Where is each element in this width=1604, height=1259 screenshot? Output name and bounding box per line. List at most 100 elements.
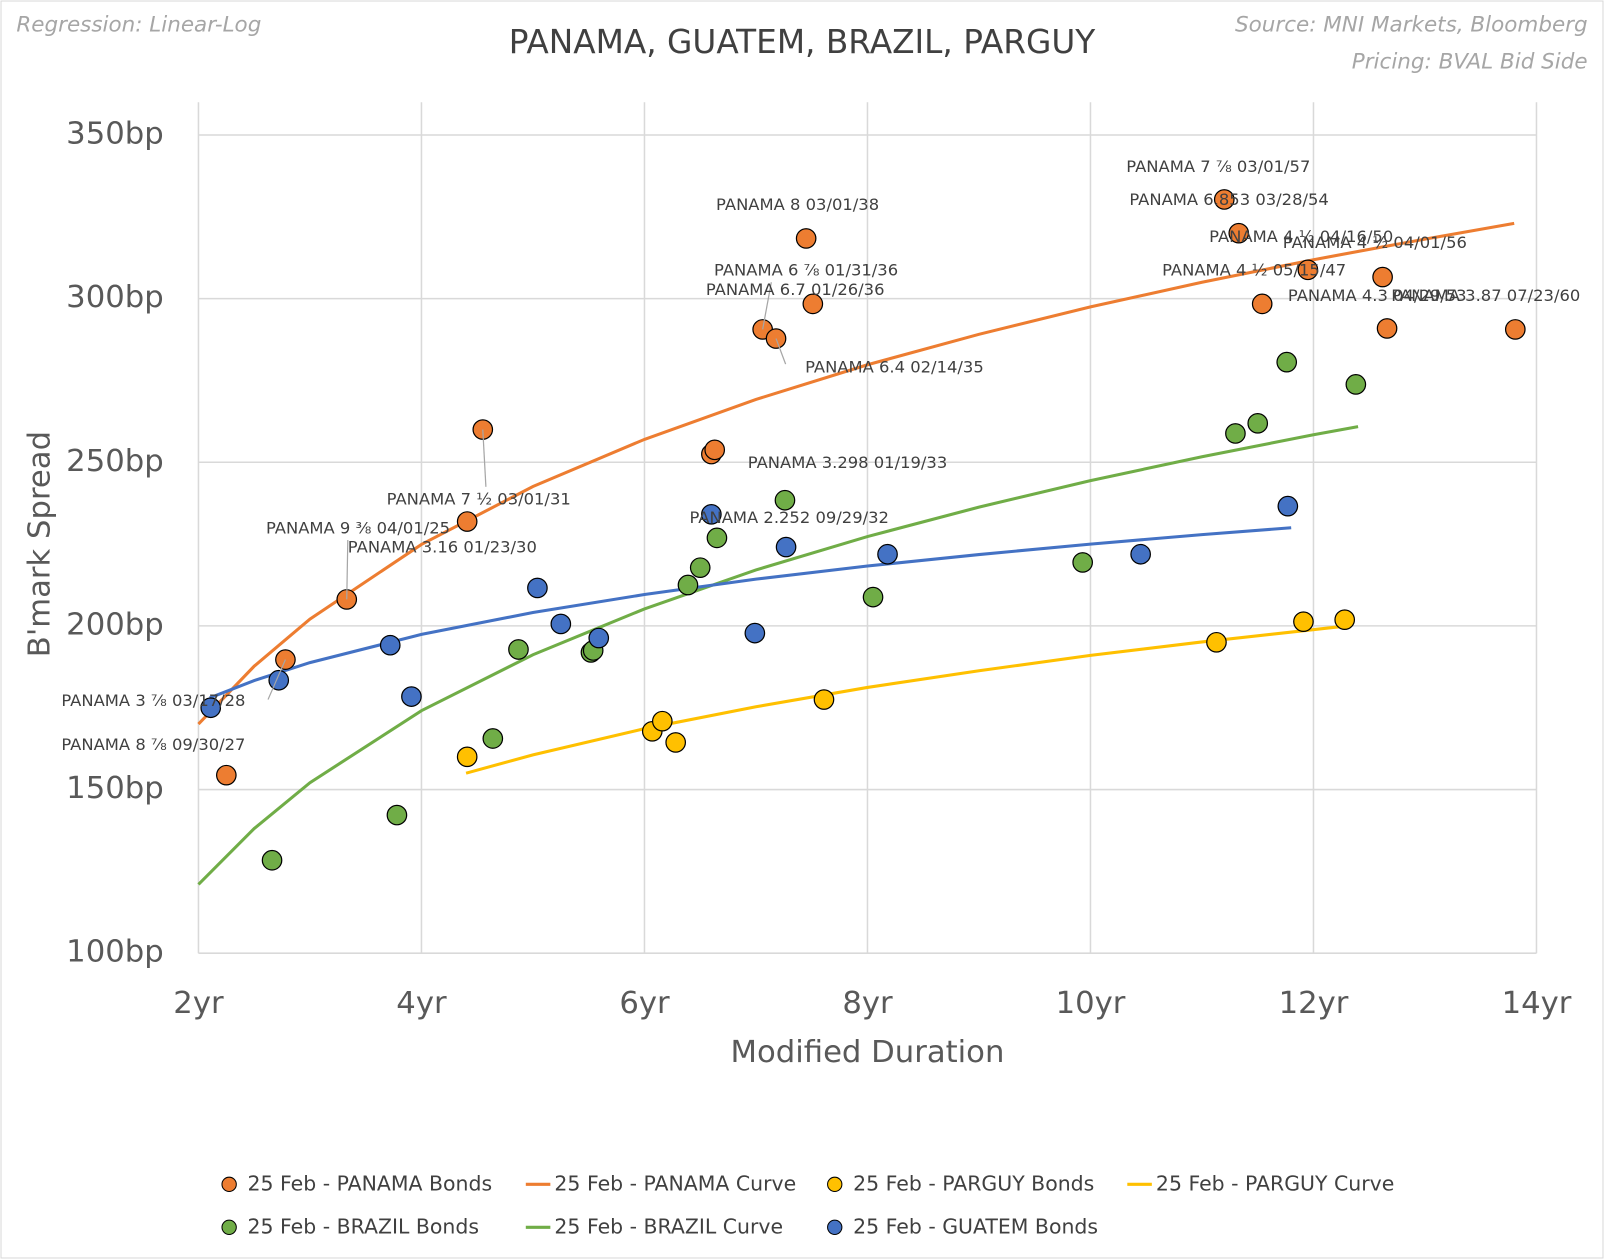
y-tick-label: 100bp	[66, 935, 163, 970]
point-label: PANAMA 7 ½ 03/01/31	[387, 490, 571, 509]
point	[456, 511, 478, 532]
x-axis-title: Modified Duration	[731, 1035, 1005, 1070]
legend-marker	[221, 1176, 237, 1193]
legend-marker	[827, 1176, 843, 1193]
leader-line	[762, 282, 772, 330]
point	[456, 746, 478, 768]
point-label: PANAMA 3.87 07/23/60	[1391, 286, 1580, 305]
point	[802, 293, 824, 315]
point	[386, 804, 408, 826]
x-tick-label: 6yr	[619, 986, 670, 1021]
point-label: PANAMA 6.7 01/26/36	[706, 280, 885, 299]
point	[677, 574, 699, 596]
point	[1372, 266, 1393, 288]
x-tick-label: 10yr	[1056, 986, 1126, 1021]
legend-marker	[827, 1219, 843, 1235]
point	[1247, 413, 1269, 434]
point-label: PANAMA 4 ½ 04/01/56	[1283, 233, 1467, 252]
point-label: PANAMA 4.3 04/29/53	[1288, 286, 1467, 305]
point	[701, 503, 722, 525]
point-label: PANAMA 4 ½ 05/15/47	[1162, 261, 1346, 280]
curves	[197, 221, 1515, 886]
point	[877, 543, 898, 565]
point	[527, 577, 548, 599]
y-tick-label: 200bp	[66, 607, 163, 642]
y-tick-label: 350bp	[66, 117, 163, 152]
point	[508, 639, 529, 660]
x-tick-label: 2yr	[173, 986, 224, 1021]
legend-label: 25 Feb - BRAZIL Curve	[554, 1214, 783, 1238]
pricing-note: Pricing: BVAL Bid Side	[1352, 49, 1588, 74]
legend-label: 25 Feb - GUATEM Bonds	[853, 1214, 1098, 1238]
point-label: PANAMA 6 ⅞ 01/31/36	[714, 261, 898, 280]
point	[1376, 318, 1398, 339]
points	[200, 189, 1526, 871]
regression-note: Regression: Linear-Log	[16, 13, 261, 38]
point	[261, 849, 283, 871]
point	[401, 686, 422, 707]
point-label: PANAMA 8 ⅞ 09/30/27	[61, 735, 245, 754]
point	[862, 586, 884, 608]
x-tick-label: 14yr	[1502, 986, 1572, 1021]
x-tick-label: 4yr	[396, 986, 447, 1021]
point	[1504, 319, 1526, 340]
point	[1334, 609, 1356, 631]
point	[1345, 374, 1367, 395]
point	[704, 439, 726, 461]
point	[744, 622, 766, 644]
point	[1276, 351, 1298, 373]
point-label: PANAMA 6.4 02/14/35	[805, 358, 984, 377]
leader-line	[346, 539, 349, 600]
leader-line	[482, 429, 487, 487]
legend-marker	[221, 1219, 237, 1235]
point	[1228, 222, 1250, 244]
point	[1206, 631, 1227, 653]
curve	[465, 624, 1348, 775]
source-note: Source: MNI Markets, Bloomberg	[1235, 13, 1588, 38]
chart-title: PANAMA, GUATEM, BRAZIL, PARGUY	[509, 23, 1097, 61]
point-label: PANAMA 3.298 01/19/33	[748, 453, 947, 472]
point	[1251, 293, 1273, 315]
y-axis-title: B'mark Spread	[22, 431, 57, 657]
legend-label: 25 Feb - BRAZIL Bonds	[248, 1214, 479, 1238]
y-tick-label: 150bp	[66, 771, 163, 806]
point-labels: PANAMA 8 ⅞ 09/30/27 PANAMA 3 ⅞ 03/17/28 PA…	[61, 157, 1580, 754]
point	[200, 697, 222, 719]
curve	[197, 425, 1359, 886]
point	[1225, 423, 1246, 444]
point	[813, 689, 835, 710]
point-label: PANAMA 4 ½ 04/16/50	[1209, 227, 1393, 246]
legend-label: 25 Feb - PANAMA Curve	[554, 1171, 796, 1195]
point	[1213, 189, 1235, 210]
point-label: PANAMA 3 ⅞ 03/17/28	[61, 691, 245, 710]
point	[1297, 259, 1319, 281]
y-tick-label: 300bp	[66, 280, 163, 315]
point-label: PANAMA 9 ⅜ 04/01/25	[266, 518, 450, 537]
point-label: PANAMA 6.853 03/28/54	[1129, 190, 1328, 209]
y-tick-label: 250bp	[66, 444, 163, 479]
grid: 100bp 150bp 200bp 250bp 300bp 350bp 2yr 4yr 6yr 8…	[66, 102, 1572, 1021]
x-tick-label: 8yr	[842, 986, 893, 1021]
point	[1130, 543, 1151, 565]
point	[588, 627, 610, 649]
point	[651, 710, 673, 732]
curve	[197, 221, 1515, 726]
legend: 25 Feb - PANAMA Bonds 25 Feb - PANAMA Cur…	[221, 1171, 1394, 1238]
point	[482, 728, 504, 749]
point-label: PANAMA 3.16 01/23/30	[348, 538, 537, 557]
point-label: PANAMA 2.252 09/29/32	[689, 508, 888, 527]
point	[1072, 552, 1094, 573]
point	[689, 557, 711, 578]
point	[1277, 495, 1299, 517]
point	[774, 489, 796, 511]
point	[775, 536, 797, 558]
leader-line	[775, 338, 787, 365]
point	[1293, 611, 1314, 632]
point	[665, 732, 687, 753]
legend-label: 25 Feb - PANAMA Bonds	[248, 1171, 493, 1195]
point-label: PANAMA 8 03/01/38	[716, 195, 879, 214]
curve	[209, 526, 1292, 700]
leader-line	[267, 659, 286, 700]
